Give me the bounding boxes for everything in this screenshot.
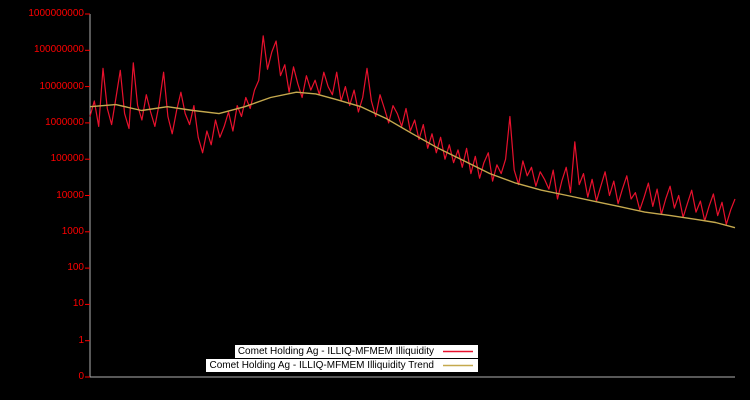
y-tick-label: 100000 xyxy=(50,153,84,165)
legend-line-sample-illiquidity xyxy=(441,346,475,357)
y-tick-label: 0 xyxy=(78,371,84,382)
y-tick-label: 1000000 xyxy=(45,116,84,128)
y-tick-label: 10000 xyxy=(56,189,84,201)
y-tick-label: 10 xyxy=(72,298,84,310)
legend-item-illiquidity: Comet Holding Ag - ILLIQ-MFMEM Illiquidi… xyxy=(234,345,478,358)
y-tick-label: 10000000 xyxy=(39,80,85,92)
legend-label-trend: Comet Holding Ag - ILLIQ-MFMEM Illiquidi… xyxy=(209,360,434,371)
legend-line-sample-trend xyxy=(441,360,475,371)
y-tick-label: 1000 xyxy=(61,225,84,237)
legend-label-illiquidity: Comet Holding Ag - ILLIQ-MFMEM Illiquidi… xyxy=(237,346,434,357)
y-tick-label: 100000000 xyxy=(33,44,84,56)
y-tick-label: 1 xyxy=(78,334,84,346)
illiquidity-line xyxy=(89,35,736,225)
legend: Comet Holding Ag - ILLIQ-MFMEM Illiquidi… xyxy=(206,345,478,372)
y-tick-label: 100 xyxy=(67,262,84,274)
y-tick-label: 1000000000 xyxy=(28,8,84,19)
trend-line xyxy=(89,91,736,229)
legend-item-trend: Comet Holding Ag - ILLIQ-MFMEM Illiquidi… xyxy=(206,359,478,372)
axis-frame xyxy=(89,14,735,378)
